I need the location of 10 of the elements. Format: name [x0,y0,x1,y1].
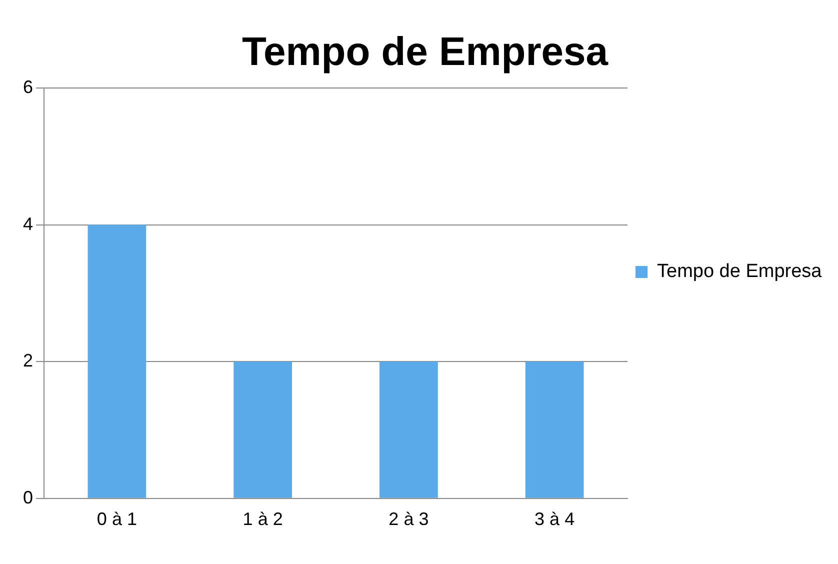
y-tick-label: 4 [22,214,34,234]
y-tick-label: 2 [22,350,34,371]
y-tick-label: 0 [22,487,34,508]
x-tick-label: 2 à 3 [388,509,429,530]
x-tick-label: 3 à 4 [534,509,575,530]
chart-title: Tempo de Empresa [242,30,609,74]
x-tick-label: 0 à 1 [96,509,137,530]
y-tick-label: 6 [22,76,34,97]
x-tick-label: 1 à 2 [242,509,283,530]
legend-label: Tempo de Empresa [657,261,822,282]
